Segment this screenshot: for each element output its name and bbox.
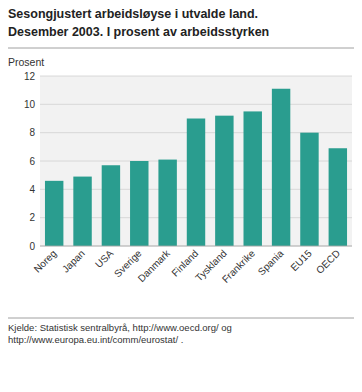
bar [158, 160, 176, 246]
bar [45, 181, 63, 246]
x-tick-label: Danmark [136, 247, 173, 284]
chart: Sesongjustert arbeidsløyse i utvalde lan… [0, 0, 362, 392]
bar [329, 148, 347, 246]
separator [8, 48, 354, 49]
bar [73, 177, 91, 246]
bar [215, 116, 233, 246]
grid-line [40, 76, 352, 77]
title: Sesongjustert arbeidsløyse i utvalde lan… [8, 7, 258, 21]
y-tick-label: 10 [24, 99, 36, 110]
grid [40, 76, 352, 246]
x-tick-label: Noreg [32, 248, 59, 275]
x-tick-label: Spania [256, 247, 286, 277]
source: Kjelde: Statistisk sentralbyrå, http://w… [8, 322, 232, 345]
bar [300, 133, 318, 246]
bar [130, 161, 148, 246]
y-tick-label: 8 [29, 127, 35, 138]
grid-line [40, 246, 352, 247]
y-tick-label: 12 [24, 71, 36, 82]
subtitle: Desember 2003. I prosent av arbeidsstyrk… [8, 25, 269, 39]
x-tick-label: Frankrike [220, 247, 258, 285]
y-tick-label: 6 [29, 156, 35, 167]
bar [102, 165, 120, 246]
source-line: Kjelde: Statistisk sentralbyrå, http://w… [8, 322, 232, 333]
y-axis-label: Prosent [8, 56, 44, 68]
grid-line [40, 104, 352, 105]
source-line: http://www.europa.eu.int/comm/eurostat/ … [8, 334, 183, 345]
x-tick-label: EU15 [288, 247, 314, 273]
bar [187, 119, 205, 247]
x-tick-label: USA [93, 247, 116, 270]
y-tick-label: 0 [29, 241, 35, 252]
y-tick-label: 4 [29, 184, 35, 195]
separator [8, 318, 354, 319]
bars [45, 89, 347, 246]
plot-background [40, 76, 352, 246]
x-axis-line [40, 246, 352, 247]
bar [272, 89, 290, 246]
x-tick-label: OECD [314, 248, 342, 276]
bar [244, 111, 262, 246]
x-tick-label: Japan [60, 248, 87, 275]
y-tick-label: 2 [29, 212, 35, 223]
